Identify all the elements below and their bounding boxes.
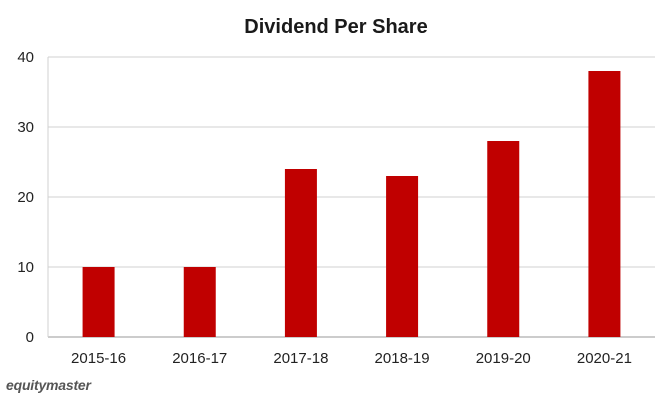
x-tick-label: 2015-16 xyxy=(71,350,126,367)
x-tick-label: 2016-17 xyxy=(172,350,227,367)
x-axis-ticks: 2015-16 2016-17 2017-18 2018-19 2019-20 2020-… xyxy=(71,350,632,367)
y-tick-label: 20 xyxy=(17,189,34,206)
x-tick-label: 2020-21 xyxy=(577,350,632,367)
watermark-logo: equitymaster xyxy=(6,377,91,393)
x-tick-label: 2019-20 xyxy=(476,350,531,367)
y-tick-label: 10 xyxy=(17,259,34,276)
bars xyxy=(82,71,621,337)
x-tick-label: 2018-19 xyxy=(375,350,430,367)
bar xyxy=(183,267,216,337)
y-tick-label: 40 xyxy=(17,49,34,66)
bar xyxy=(588,71,621,337)
y-tick-label: 0 xyxy=(26,329,34,346)
bar xyxy=(386,176,419,337)
bar xyxy=(487,141,520,337)
gridlines xyxy=(47,56,655,338)
bar xyxy=(82,267,115,337)
y-tick-label: 30 xyxy=(17,119,34,136)
y-axis-ticks: 0 10 20 30 40 xyxy=(17,49,34,346)
chart-title: Dividend Per Share xyxy=(244,16,427,38)
x-tick-label: 2017-18 xyxy=(273,350,328,367)
bar xyxy=(284,169,317,337)
